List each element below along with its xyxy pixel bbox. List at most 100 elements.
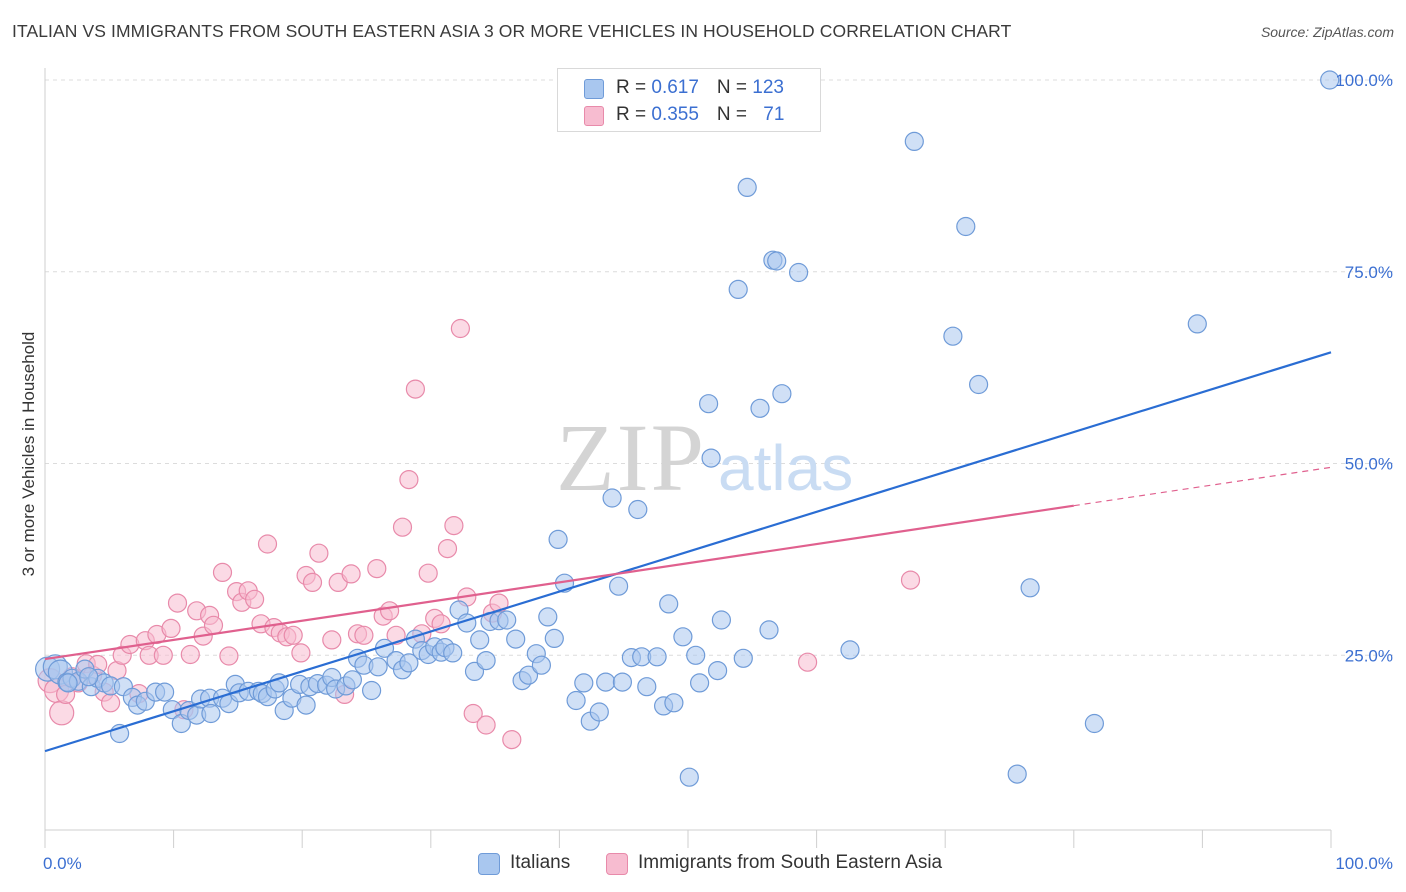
data-point (476, 715, 496, 735)
axis-labels: 25.0% 50.0% 75.0% 100.0% 0.0% 100.0% (43, 71, 1393, 873)
y-axis-title: 3 or more Vehicles in Household (19, 332, 38, 577)
data-point (291, 643, 311, 663)
data-point (269, 673, 289, 693)
y-tick-label: 75.0% (1345, 263, 1393, 282)
data-point (767, 251, 787, 271)
data-point (399, 470, 419, 490)
data-point (689, 673, 710, 693)
data-point (566, 690, 586, 711)
trend-line-italians (44, 351, 1332, 753)
data-point (1187, 314, 1207, 334)
bottom-legend-swatch-blue (478, 853, 500, 875)
data-point (203, 615, 224, 635)
data-point (506, 629, 526, 649)
watermark-atlas: atlas (718, 432, 853, 504)
data-point (673, 627, 693, 647)
data-point (476, 650, 496, 671)
data-point (797, 652, 818, 672)
data-point (245, 589, 265, 609)
data-point (418, 563, 438, 583)
legend-n-value: 71 (763, 104, 785, 125)
data-point (686, 645, 706, 665)
legend-n-value: 123 (752, 77, 784, 98)
data-point (943, 326, 963, 346)
data-point (574, 673, 594, 693)
data-point (698, 394, 719, 414)
source-label: Source: ZipAtlas.com (1260, 24, 1394, 40)
data-point (342, 670, 362, 690)
data-point (1020, 578, 1040, 598)
data-point (399, 653, 419, 673)
legend-swatch-pink (584, 106, 604, 126)
data-point (354, 625, 374, 645)
data-point (659, 594, 679, 614)
data-point (341, 564, 361, 584)
data-point (900, 570, 921, 590)
data-point (79, 667, 99, 687)
watermark-zip: ZIP (556, 404, 706, 511)
data-point (608, 576, 629, 596)
data-point (100, 693, 121, 713)
data-point (788, 262, 809, 283)
data-point (544, 628, 564, 649)
y-tick-label: 50.0% (1345, 455, 1393, 474)
data-point (405, 379, 425, 399)
axes-layer (44, 68, 1332, 848)
data-point (431, 614, 451, 634)
data-point (840, 640, 860, 660)
data-point (470, 630, 490, 650)
watermark: ZIP atlas (556, 404, 853, 511)
data-point (664, 693, 684, 713)
legend-swatch-blue (584, 79, 604, 99)
data-point (733, 648, 753, 668)
data-point (1084, 713, 1105, 734)
legend-r-label: R = (616, 104, 652, 125)
pink-series-points (37, 318, 921, 750)
data-point (1007, 764, 1027, 784)
legend-n-label: N = (716, 104, 753, 125)
grid-layer (45, 79, 1395, 656)
data-point (180, 644, 200, 665)
x-tick-label: 0.0% (43, 854, 82, 873)
bottom-legend-label: Italians (510, 852, 571, 873)
data-point (322, 630, 342, 650)
bottom-legend-label: Immigrants from South Eastern Asia (638, 852, 943, 873)
data-point (392, 517, 413, 537)
y-tick-label: 25.0% (1345, 646, 1393, 665)
data-point (548, 529, 568, 550)
data-point (728, 279, 748, 299)
bottom-legend-swatch-pink (606, 853, 628, 875)
trend-line-immigrants-extension (1073, 466, 1332, 507)
data-point (257, 534, 278, 554)
correlation-legend: R = 0.617 N = 123 R = 0.355 N = 71 (557, 68, 821, 132)
data-point (628, 499, 648, 520)
data-point (368, 657, 388, 677)
data-point (58, 673, 78, 693)
data-point (701, 448, 721, 468)
data-point (380, 601, 400, 621)
data-point (437, 538, 458, 559)
data-point (49, 700, 75, 726)
data-point (904, 131, 924, 151)
data-point (502, 729, 522, 750)
data-point (153, 645, 173, 665)
data-point (167, 593, 188, 613)
data-point (737, 177, 757, 197)
data-point (1320, 70, 1340, 90)
data-point (309, 543, 329, 563)
data-point (444, 515, 464, 536)
data-point (161, 618, 181, 639)
legend-r-label: R = (616, 77, 652, 98)
data-point (443, 643, 463, 663)
data-point (362, 680, 382, 701)
data-point (450, 318, 470, 339)
data-point (538, 607, 558, 627)
data-point (772, 384, 792, 404)
data-point (296, 695, 316, 715)
data-point (750, 398, 770, 418)
legend-n-label: N = (716, 77, 753, 98)
data-point (711, 610, 732, 630)
trend-line-immigrants (44, 504, 1074, 661)
data-point (612, 672, 633, 692)
